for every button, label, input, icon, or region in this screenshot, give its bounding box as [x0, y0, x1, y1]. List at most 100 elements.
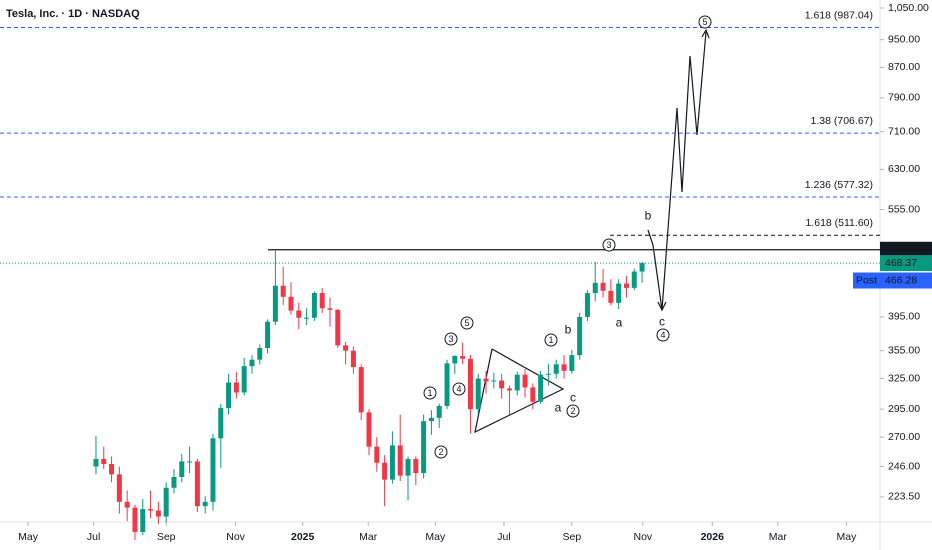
candle-body [148, 509, 154, 511]
wave-label: 3 [606, 240, 611, 250]
y-tick-label: 1,050.00 [888, 2, 929, 14]
candle-body [553, 364, 559, 374]
wave-circle [698, 15, 712, 29]
wave-label: a [555, 401, 562, 415]
candle-body [405, 458, 411, 476]
x-tick-label: Mar [769, 531, 788, 543]
triangle [474, 348, 565, 434]
candle-body [382, 462, 388, 480]
x-tick-label: Mar [359, 531, 378, 543]
candle-body [584, 293, 590, 317]
candle-body [639, 263, 645, 272]
candle-body [319, 293, 325, 309]
candle-body [616, 283, 622, 303]
wave-label: 4 [456, 384, 461, 394]
candle-body [155, 510, 161, 517]
y-tick-label: 295.00 [888, 403, 920, 415]
candle-body [226, 382, 232, 409]
candle-body [545, 373, 551, 375]
drawings [474, 28, 710, 434]
candle-body [530, 387, 536, 402]
projection-path [647, 31, 707, 311]
candle-body [202, 501, 208, 507]
candle-body [561, 364, 567, 371]
x-tick-label: Jul [87, 531, 100, 543]
chart-title: Tesla, Inc. · 1D · NASDAQ [6, 8, 140, 20]
candle-body [600, 282, 606, 291]
candle-body [140, 509, 146, 532]
wave-circle [452, 382, 466, 396]
candle-body [374, 446, 380, 463]
candle-body [194, 461, 200, 507]
wave-label: 1 [427, 388, 432, 398]
candle-body [452, 356, 458, 364]
wave-circle [423, 386, 437, 400]
candle-body [109, 463, 115, 475]
candle-body [272, 285, 278, 322]
wave-label: 1 [548, 335, 553, 345]
y-tick-label: 223.50 [888, 491, 920, 503]
wave-label: 5 [702, 17, 707, 27]
candle-body [343, 345, 349, 351]
x-tick-label: 2025 [291, 531, 315, 543]
y-tick-label: 790.00 [888, 92, 920, 104]
x-tick-label: Sep [157, 531, 176, 543]
x-tick-label: Jul [497, 531, 510, 543]
x-tick-label: May [425, 531, 446, 543]
x-tick-label: 2026 [701, 531, 725, 543]
x-tick-label: Nov [633, 531, 652, 543]
candle-body [249, 359, 255, 367]
candle-body [280, 285, 286, 297]
wave-label: a [616, 316, 623, 330]
fib-label: 1.618 (511.60) [805, 217, 873, 229]
x-tick-label: Sep [563, 531, 582, 543]
y-tick-label: 555.00 [888, 203, 920, 215]
candle-body [327, 308, 333, 310]
candle-body [116, 474, 122, 502]
wave-label: c [570, 391, 576, 405]
fib-label: 1.618 (987.04) [805, 9, 873, 21]
candle-body [499, 380, 505, 389]
candle-body [538, 374, 544, 402]
candle-body [444, 363, 450, 406]
candle-body [522, 374, 528, 388]
candle-body [257, 347, 263, 360]
candle-body [296, 310, 302, 318]
fib-label: 1.38 (706.67) [811, 115, 873, 127]
fib-label: 1.236 (577.32) [805, 179, 873, 191]
candle-body [187, 461, 193, 463]
wave-circle [444, 332, 458, 346]
candle-body [491, 380, 497, 382]
candle-body [592, 282, 598, 294]
y-tick-label: 395.00 [888, 311, 920, 323]
candle-body [93, 458, 99, 467]
wave-label: 5 [464, 318, 469, 328]
candle-body [163, 487, 169, 517]
x-tick-label: May [18, 531, 39, 543]
wave-label: 2 [570, 406, 575, 416]
candle-body [428, 417, 434, 422]
candle-body [210, 438, 216, 502]
candle-body [389, 445, 395, 480]
candle-body [623, 283, 629, 288]
y-tick-label: 355.00 [888, 344, 920, 356]
candle-body [483, 378, 489, 382]
candle-body [311, 293, 317, 318]
post-name: Post [856, 274, 877, 286]
wave-label: b [565, 323, 572, 337]
candle-body [335, 309, 341, 346]
candle-body [514, 374, 520, 391]
candle-body [475, 378, 481, 410]
post-tag-label: 466.28 [885, 274, 917, 286]
candle-body [304, 317, 310, 319]
wave-label: c [659, 315, 665, 329]
wave-label: b [645, 209, 652, 223]
post-name-box [853, 272, 880, 289]
candle-body [608, 290, 614, 303]
price-tag-label: 468.37 [885, 257, 917, 269]
y-tick-label: 710.00 [888, 125, 920, 137]
wave-circle [544, 333, 558, 347]
x-tick-label: Nov [226, 531, 245, 543]
candle-body [265, 321, 271, 348]
